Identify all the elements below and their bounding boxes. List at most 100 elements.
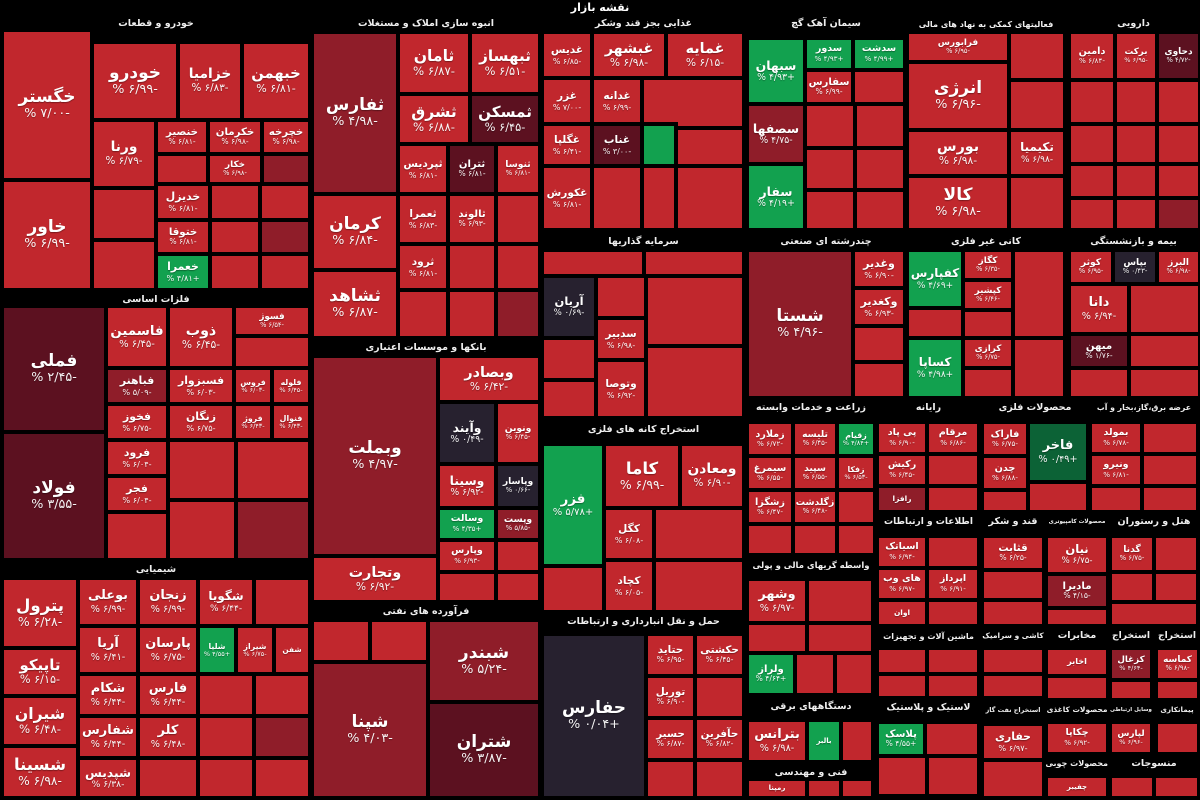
stock-tile-small[interactable] [212, 222, 258, 252]
stock-tile-small[interactable] [909, 310, 961, 336]
stock-tile-small[interactable] [262, 186, 308, 218]
stock-tile[interactable]: خکار -۶/۹۸ % [210, 156, 260, 182]
stock-tile[interactable]: وغدیر -۶/۹۰ % [855, 252, 903, 286]
stock-tile[interactable]: فرابورس -۶/۹۵ % [909, 34, 1007, 60]
stock-tile[interactable]: انرژی -۶/۹۶ % [909, 64, 1007, 128]
stock-tile[interactable]: حتاید -۶/۹۵ % [648, 636, 693, 674]
stock-tile[interactable]: فجر -۶/۰۴ % [108, 478, 166, 510]
stock-tile[interactable]: غدانه -۶/۹۹ % [594, 80, 640, 122]
stock-tile[interactable]: بمولد -۶/۷۸ % [1092, 424, 1140, 452]
stock-tile[interactable]: وشهر -۶/۹۷ % [749, 581, 805, 621]
stock-tile-small[interactable] [648, 762, 693, 796]
stock-tile[interactable]: فسبزوار -۶/۰۳ % [170, 370, 232, 402]
stock-tile[interactable]: غدیس -۶/۸۵ % [544, 34, 590, 76]
stock-tile[interactable]: ثپردیس -۶/۸۱ % [400, 146, 446, 192]
stock-tile[interactable]: فرود -۶/۰۴ % [108, 442, 166, 474]
stock-tile-small[interactable] [1015, 340, 1063, 396]
stock-tile-small[interactable] [170, 442, 234, 498]
stock-tile-small[interactable] [1131, 286, 1198, 332]
stock-tile[interactable]: بوعلی -۶/۹۹ % [80, 580, 136, 624]
stock-tile-small[interactable] [837, 655, 871, 693]
stock-tile[interactable]: خگستر -۷/۰۰ % [4, 32, 90, 178]
stock-tile[interactable]: فخوز -۶/۷۵ % [108, 406, 166, 438]
stock-tile-small[interactable] [1158, 724, 1197, 752]
stock-tile[interactable]: کگل -۶/۰۸ % [606, 510, 652, 558]
stock-tile[interactable]: ونوین -۶/۴۵ % [498, 404, 538, 462]
stock-tile-small[interactable] [498, 574, 538, 600]
stock-tile[interactable]: ثشاهد -۶/۸۷ % [314, 272, 396, 336]
stock-tile[interactable]: وکغدیر -۶/۹۳ % [855, 290, 903, 324]
stock-tile-small[interactable] [809, 625, 871, 651]
stock-tile-small[interactable] [843, 722, 871, 760]
stock-tile[interactable]: تکیمیا -۶/۹۸ % [1011, 132, 1063, 174]
stock-tile-small[interactable] [749, 625, 805, 651]
stock-tile-small[interactable] [256, 718, 308, 756]
stock-tile-small[interactable] [1112, 778, 1152, 796]
stock-tile-small[interactable] [1071, 370, 1127, 396]
stock-tile[interactable]: کماسه -۶/۹۸ % [1158, 650, 1197, 678]
stock-tile-small[interactable] [809, 781, 839, 796]
stock-tile[interactable]: ذوب -۶/۴۵ % [170, 308, 232, 366]
stock-tile-small[interactable] [749, 526, 791, 553]
stock-tile[interactable]: وتجارت -۶/۹۲ % [314, 558, 436, 600]
stock-tile[interactable]: زقیام +۴/۸۴ % [839, 424, 873, 454]
stock-tile-small[interactable] [1156, 574, 1196, 600]
stock-tile-small[interactable] [1144, 488, 1196, 510]
stock-tile-small[interactable] [879, 650, 925, 672]
stock-tile[interactable]: وسینا -۶/۹۲ % [440, 466, 494, 506]
stock-tile-small[interactable] [678, 80, 742, 126]
stock-tile-small[interactable] [1144, 456, 1196, 484]
stock-tile[interactable]: حفارس +۰/۰۴ % [544, 636, 644, 796]
stock-tile-small[interactable] [1156, 778, 1197, 796]
stock-tile-small[interactable] [839, 526, 873, 553]
stock-tile[interactable]: کرازی -۶/۷۵ % [965, 340, 1011, 366]
stock-tile-small[interactable] [857, 106, 903, 146]
stock-tile[interactable]: وبصادر -۶/۴۲ % [440, 358, 538, 400]
stock-tile[interactable]: شتران -۳/۸۷ % [430, 704, 538, 796]
stock-tile-small[interactable] [1156, 538, 1196, 570]
stock-tile[interactable]: خچرخه -۶/۹۸ % [264, 122, 308, 152]
stock-tile[interactable]: وپست -۵/۸۵ % [498, 510, 538, 538]
stock-tile[interactable]: قثابت -۶/۲۵ % [984, 538, 1042, 568]
stock-tile[interactable]: آریا -۶/۴۱ % [80, 628, 136, 672]
stock-tile-small[interactable] [212, 186, 258, 218]
stock-tile[interactable]: فروژ -۶/۴۳ % [236, 406, 270, 438]
stock-tile-small[interactable] [1071, 82, 1113, 122]
stock-tile[interactable]: سصفها -۴/۷۵ % [749, 106, 803, 162]
stock-tile[interactable]: پی پاد -۶/۹۰ % [879, 424, 925, 452]
stock-tile[interactable]: خکرمان -۶/۹۸ % [210, 122, 260, 152]
stock-tile[interactable]: ولراز +۴/۶۴ % [749, 655, 793, 693]
stock-tile[interactable]: فباهنر -۵/۰۹ % [108, 370, 166, 402]
stock-tile-small[interactable] [1011, 82, 1063, 128]
stock-tile-small[interactable] [648, 348, 742, 416]
stock-tile[interactable]: حآفرین -۶/۸۲ % [697, 720, 742, 758]
stock-tile-small[interactable] [879, 758, 925, 794]
stock-tile-small[interactable] [262, 222, 308, 252]
stock-tile-small[interactable] [544, 382, 594, 416]
stock-tile-small[interactable] [544, 568, 602, 610]
stock-tile-small[interactable] [264, 156, 308, 182]
stock-tile[interactable]: تلیسه -۶/۴۵ % [795, 424, 835, 454]
stock-tile-small[interactable] [200, 676, 252, 714]
stock-tile[interactable]: آریان -۰/۶۹ % [544, 278, 594, 336]
stock-tile-small[interactable] [108, 514, 166, 558]
stock-tile[interactable]: شپدیس -۶/۳۸ % [80, 760, 136, 796]
stock-tile[interactable]: وتوصا -۶/۹۲ % [598, 362, 644, 416]
stock-tile-small[interactable] [984, 572, 1042, 598]
stock-tile-small[interactable] [238, 502, 308, 558]
stock-tile[interactable]: سفارس -۶/۹۹ % [807, 72, 851, 102]
stock-tile[interactable]: خزامیا -۶/۸۳ % [180, 44, 240, 118]
stock-tile[interactable]: ثرود -۶/۸۱ % [400, 246, 446, 288]
stock-tile[interactable]: شسینا -۶/۹۸ % [4, 748, 76, 796]
stock-tile-small[interactable] [929, 456, 977, 484]
stock-tile-small[interactable] [170, 502, 234, 558]
stock-tile[interactable]: وپارس -۶/۹۳ % [440, 542, 494, 570]
stock-tile-small[interactable] [200, 718, 252, 756]
stock-tile[interactable]: کرمان -۶/۸۴ % [314, 196, 396, 268]
stock-tile[interactable]: وسالت +۴/۳۵ % [440, 510, 494, 538]
stock-tile-small[interactable] [1011, 34, 1063, 78]
stock-tile[interactable]: ثالوند -۶/۹۳ % [450, 196, 494, 242]
stock-tile-small[interactable] [678, 168, 742, 228]
stock-tile-small[interactable] [1048, 678, 1106, 698]
stock-tile-small[interactable] [1117, 82, 1155, 122]
